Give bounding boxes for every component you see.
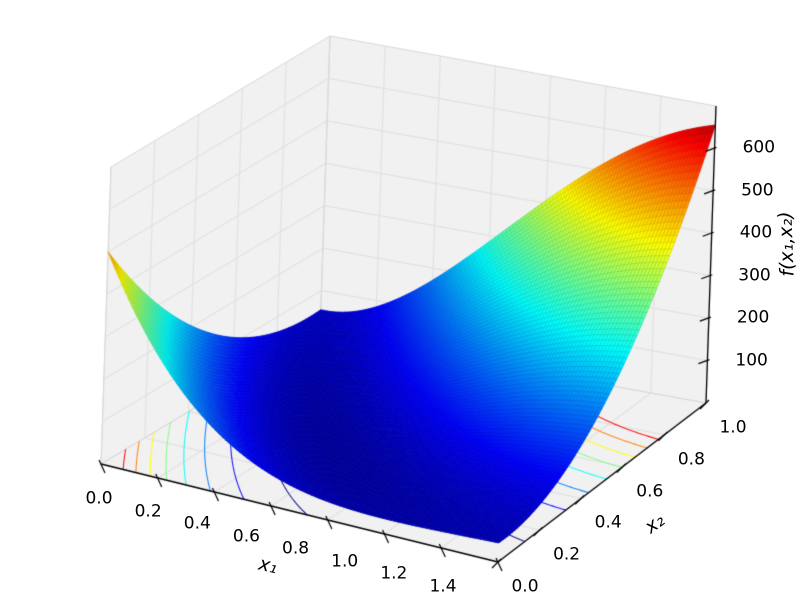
x2-tick-label: 0.0: [511, 576, 539, 597]
x1-axis-label: x₁: [256, 552, 280, 579]
x2-tick-label: 0.6: [636, 481, 664, 502]
x1-tick-label: 1.4: [429, 576, 457, 597]
x1-tick-label: 0.2: [134, 501, 162, 522]
z-tick-label: 200: [736, 307, 770, 328]
x1-tick-label: 1.0: [331, 551, 359, 572]
x2-tick-label: 0.8: [677, 449, 705, 470]
z-tick-label: 500: [741, 180, 774, 201]
x1-tick-label: 1.2: [380, 563, 408, 584]
z-tick-label: 600: [742, 137, 776, 158]
z-tick-label: 300: [738, 265, 771, 286]
x1-tick-label: 0.6: [232, 526, 260, 547]
z-axis-label: f(x₁,x₂): [774, 211, 799, 278]
z-tick-label: 400: [739, 222, 773, 243]
x1-tick-label: 0.8: [282, 538, 310, 559]
x2-tick-label: 1.0: [719, 417, 747, 438]
x2-tick-label: 0.2: [553, 544, 581, 565]
x1-tick-label: 0.0: [85, 488, 113, 509]
x2-tick-label: 0.4: [594, 512, 622, 533]
z-tick-label: 100: [735, 350, 768, 371]
x1-tick-label: 0.4: [183, 513, 211, 534]
